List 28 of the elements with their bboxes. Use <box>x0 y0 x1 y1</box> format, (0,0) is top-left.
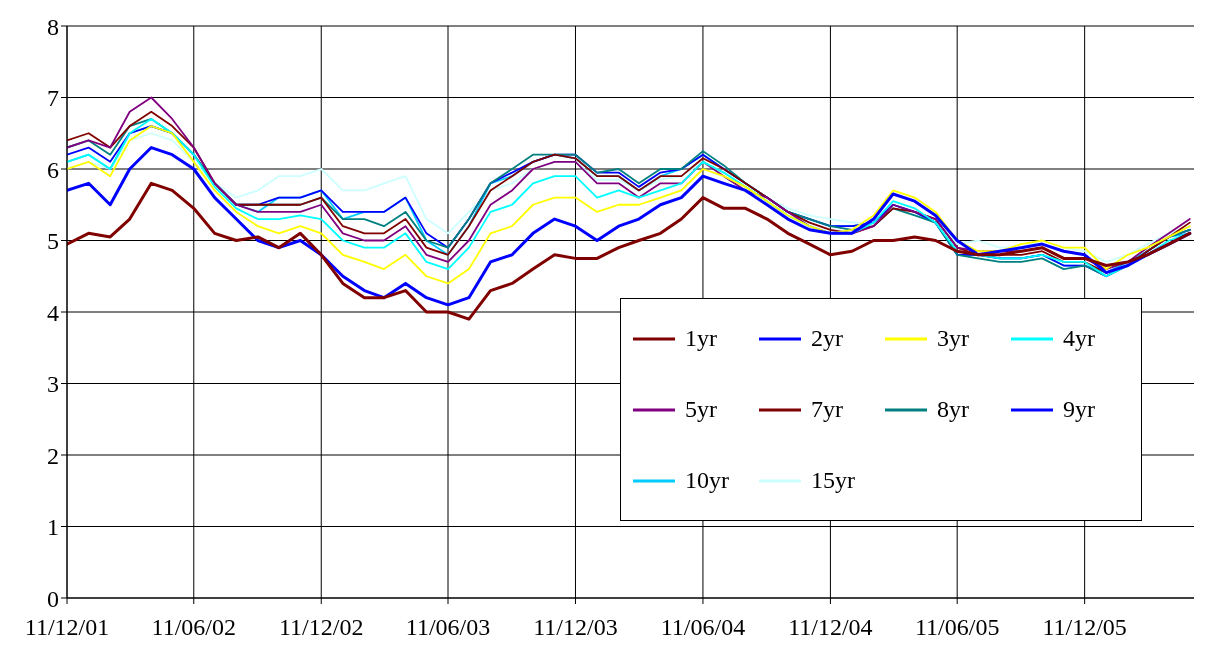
legend-label: 15yr <box>811 467 855 494</box>
x-tick-label: 11/06/03 <box>405 614 491 641</box>
legend-label: 10yr <box>685 467 729 494</box>
y-tick-label: 4 <box>47 299 59 326</box>
legend-label: 4yr <box>1063 325 1095 352</box>
y-tick-label: 1 <box>47 514 59 541</box>
legend-label: 3yr <box>937 325 969 352</box>
x-tick-label: 11/06/02 <box>151 614 236 641</box>
y-tick-label: 5 <box>47 228 59 255</box>
x-tick-label: 11/06/05 <box>914 614 1000 641</box>
x-tick-label: 11/12/01 <box>24 614 110 641</box>
x-tick-label: 11/12/04 <box>788 614 873 641</box>
y-tick-label: 8 <box>47 13 59 40</box>
legend-label: 9yr <box>1063 396 1095 423</box>
legend-label: 7yr <box>811 396 843 423</box>
y-tick-label: 0 <box>47 585 59 612</box>
x-tick-label: 11/12/02 <box>279 614 364 641</box>
legend-label: 2yr <box>811 325 843 352</box>
y-tick-label: 7 <box>47 85 59 112</box>
x-tick-label: 11/06/04 <box>660 614 746 641</box>
x-tick-label: 11/12/05 <box>1042 614 1127 641</box>
y-tick-label: 6 <box>47 156 59 183</box>
x-tick-label: 11/12/03 <box>533 614 618 641</box>
legend-label: 1yr <box>685 325 717 352</box>
y-tick-label: 2 <box>47 442 59 469</box>
legend-label: 8yr <box>937 396 969 423</box>
legend-label: 5yr <box>685 396 717 423</box>
y-tick-label: 3 <box>47 371 59 398</box>
